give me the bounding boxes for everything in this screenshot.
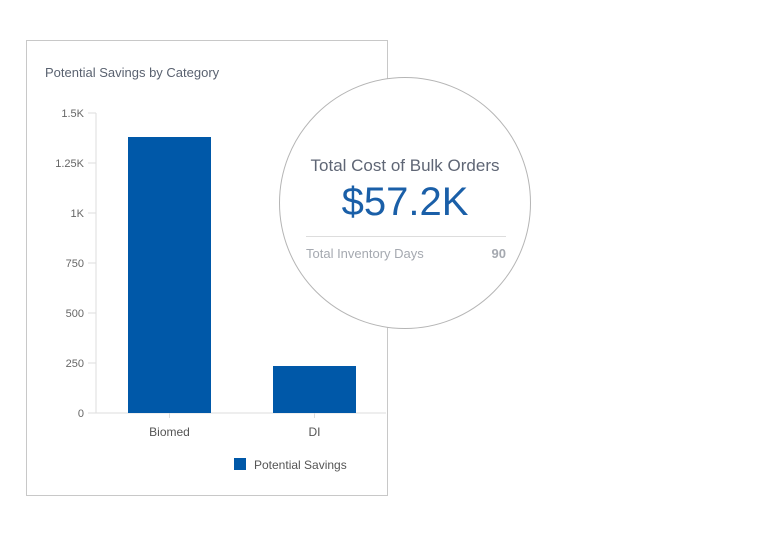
x-tick-label: Biomed — [149, 425, 190, 439]
y-tick-label: 0 — [78, 408, 84, 420]
y-tick-label: 500 — [66, 308, 84, 320]
divider — [306, 236, 506, 237]
y-tick-label: 1.5K — [61, 108, 84, 120]
y-tick-label: 250 — [66, 358, 84, 370]
x-tick-label: DI — [309, 425, 321, 439]
chart-title: Potential Savings by Category — [45, 65, 220, 80]
y-tick-label: 1.25K — [55, 158, 84, 170]
bar-biomed — [128, 137, 211, 413]
inventory-days-label: Total Inventory Days — [306, 246, 424, 261]
kpi-circle: Total Cost of Bulk Orders $57.2K Total I… — [279, 77, 531, 329]
kpi-value: $57.2K — [341, 180, 469, 224]
y-tick-label: 750 — [66, 258, 84, 270]
legend-swatch — [234, 458, 246, 470]
kpi-label: Total Cost of Bulk Orders — [310, 156, 500, 175]
legend-label: Potential Savings — [254, 458, 347, 472]
bar-di — [273, 366, 356, 413]
inventory-days-value: 90 — [491, 246, 506, 261]
y-tick-label: 1K — [71, 208, 85, 220]
